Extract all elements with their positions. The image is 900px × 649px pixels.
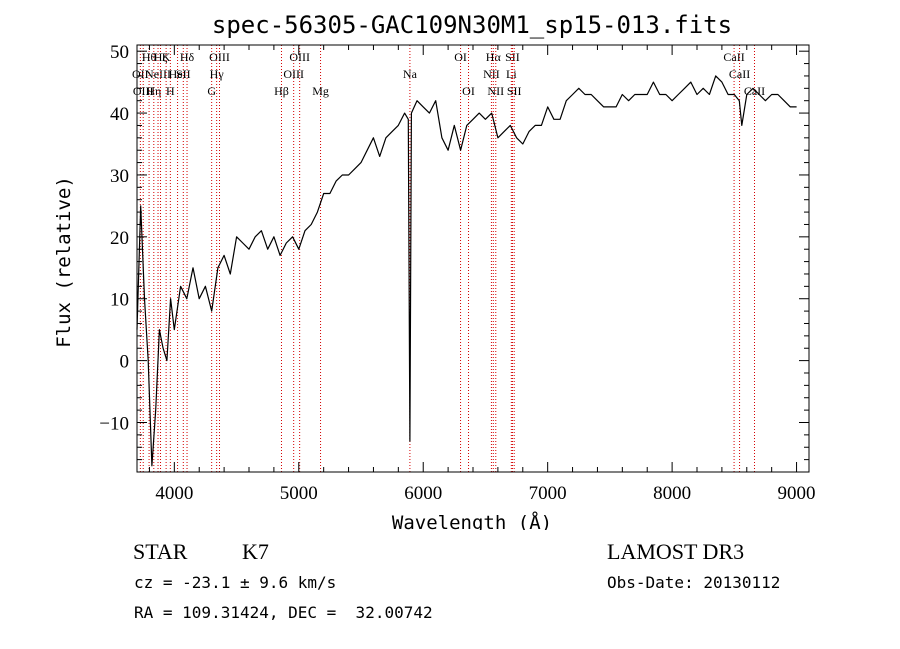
x-tick-label-5: 9000 [778,483,816,504]
line-label-6: K [162,50,171,64]
line-label-10: Hδ [180,50,195,64]
plot-frame [136,44,810,473]
y-tick-label-3: 20 [110,228,129,249]
line-label-4: NeIII [145,67,171,81]
coordinates: RA = 109.31424, DEC = 32.00742 [134,603,433,622]
line-label-20: OI [462,84,475,98]
x-tick-label-1: 5000 [280,483,318,504]
emission-line-markers: OIIOIIIHθHηNeIIIHζKHHeISIIHδGHγOIIIHβOII… [132,45,765,472]
x-axis-ticks: 4000 5000 6000 7000 8000 9000 [148,45,816,504]
line-label-9: SII [176,67,191,81]
line-label-12: Hγ [210,67,225,81]
line-label-17: Mg [312,84,329,98]
spectrum-chart: spec-56305-GAC109N30M1_sp15-013.fits OII… [53,11,816,530]
line-label-23: NII [487,84,504,98]
line-label-27: CaII [723,50,744,64]
redshift-text: cz = -23.1 ± 9.6 km/s [134,573,337,592]
y-tick-label-2: 10 [110,290,129,311]
x-axis-label: Wavelength (Å) [392,511,552,530]
y-axis-ticks: −10 0 10 20 30 40 50 [99,42,809,461]
survey-name: LAMOST DR3 [607,539,745,564]
line-label-11: G [207,84,216,98]
y-tick-label-6: 50 [110,42,129,63]
line-label-15: OIII [283,67,304,81]
line-label-3: Hη [146,84,161,98]
spectrum-series [136,75,797,467]
line-label-28: CaII [729,67,750,81]
x-tick-label-4: 8000 [653,483,691,504]
y-tick-label-1: 0 [120,352,130,373]
line-label-21: NII [483,67,500,81]
line-label-18: Na [403,67,418,81]
line-label-24: Li [506,67,517,81]
y-tick-label-4: 30 [110,166,129,187]
line-label-8: HeI [169,67,187,81]
x-tick-label-3: 7000 [529,483,567,504]
line-label-16: OIII [289,50,310,64]
obs-date: Obs-Date: 20130112 [607,573,781,592]
y-axis-label: Flux (relative) [53,176,75,348]
x-tick-label-0: 4000 [155,483,193,504]
line-label-14: Hβ [274,84,289,98]
line-label-26: SII [507,84,522,98]
chart-title: spec-56305-GAC109N30M1_sp15-013.fits [212,11,732,39]
line-label-5: Hζ [154,50,168,64]
line-label-7: H [166,84,175,98]
line-label-22: Hα [486,50,502,64]
line-label-25: SII [505,50,520,64]
line-label-1: OIII [133,84,154,98]
object-class: STAR [133,539,188,564]
line-label-13: OIII [209,50,230,64]
line-label-19: OI [454,50,467,64]
x-tick-label-2: 6000 [404,483,442,504]
y-tick-label-5: 40 [110,104,129,125]
y-tick-label-0: −10 [99,413,129,434]
spectrum-line [136,75,797,467]
object-subclass: K7 [242,539,269,564]
line-label-0: OII [132,67,149,81]
line-label-2: Hθ [142,50,157,64]
